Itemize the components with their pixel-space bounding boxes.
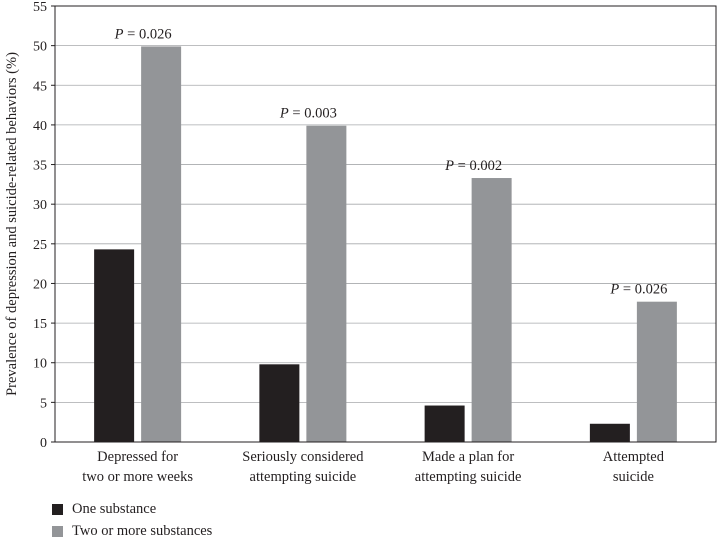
y-tick-label: 35 — [33, 159, 47, 174]
x-category-label: suicide — [613, 469, 654, 485]
legend: One substance Two or more substances — [52, 498, 212, 542]
y-axis-ticks: 0 5 10 15 20 25 30 35 40 45 50 55 — [33, 0, 55, 451]
y-axis-label: Prevalence of depression and suicide-rel… — [4, 52, 20, 396]
y-tick-label: 0 — [40, 436, 47, 451]
legend-item-one-substance: One substance — [52, 498, 212, 520]
annotations: P = 0.026 P = 0.003 P = 0.002 P = 0.026 — [114, 26, 668, 297]
y-tick-label: 40 — [33, 119, 47, 134]
y-tick-label: 50 — [33, 40, 47, 55]
p-value-annotation: P = 0.026 — [114, 26, 172, 42]
y-tick-label: 55 — [33, 0, 47, 15]
x-category-label: Seriously considered — [242, 449, 364, 465]
p-value-annotation: P = 0.002 — [444, 158, 502, 174]
y-tick-label: 30 — [33, 198, 47, 213]
y-tick-label: 45 — [33, 79, 47, 94]
y-tick-label: 5 — [40, 396, 47, 411]
legend-swatch-one-substance — [52, 503, 63, 515]
legend-label: Two or more substances — [72, 522, 213, 539]
legend-item-two-or-more-substances: Two or more substances — [52, 520, 212, 542]
bar-one-substance — [424, 405, 465, 442]
x-category-label: Made a plan for — [422, 449, 514, 465]
bar-one-substance — [259, 364, 300, 442]
plot-area-border — [54, 5, 717, 443]
x-category-label: two or more weeks — [82, 469, 193, 485]
bar-two-or-more-substances — [141, 46, 182, 443]
y-tick-label: 20 — [33, 277, 47, 292]
bar-chart: 0 5 10 15 20 25 30 35 40 45 50 55 Depressed for two … — [4, 0, 717, 485]
legend-label: One substance — [72, 500, 157, 517]
legend-swatch-two-or-more-substances — [52, 525, 63, 537]
x-category-label: attempting suicide — [415, 469, 522, 485]
y-tick-label: 15 — [33, 317, 47, 332]
p-value-annotation: P = 0.026 — [609, 282, 667, 298]
x-category-label: Attempted — [603, 449, 665, 465]
bar-two-or-more-substances — [306, 125, 347, 443]
y-tick-label: 10 — [33, 357, 47, 372]
bar-one-substance — [94, 249, 135, 442]
bar-two-or-more-substances — [636, 301, 677, 442]
x-category-label: attempting suicide — [250, 469, 357, 485]
y-tick-label: 25 — [33, 238, 47, 253]
x-axis-categories: Depressed for two or more weeks Seriously … — [82, 449, 664, 485]
x-category-label: Depressed for — [97, 449, 178, 465]
bar-two-or-more-substances — [471, 178, 512, 442]
bar-one-substance — [589, 423, 630, 442]
p-value-annotation: P = 0.003 — [279, 106, 337, 122]
bars — [94, 46, 677, 443]
plot-frame — [54, 5, 717, 443]
